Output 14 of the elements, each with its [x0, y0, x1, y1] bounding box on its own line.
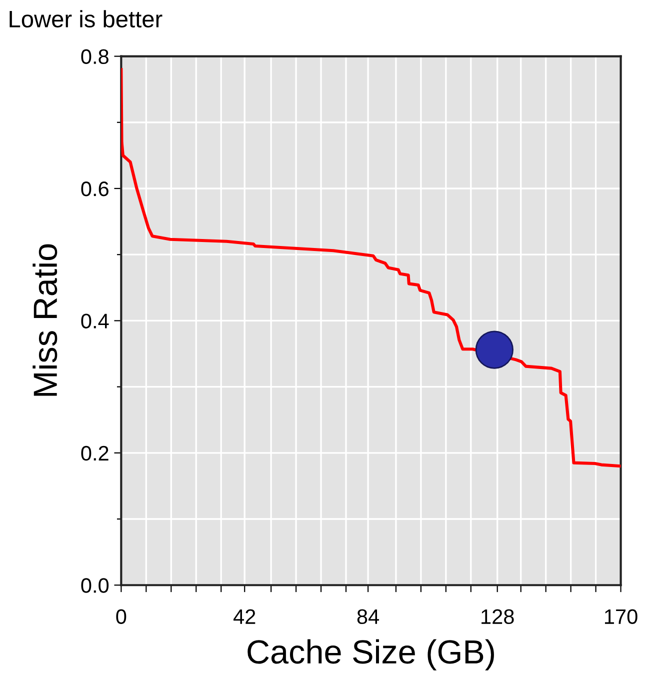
x-tick-label: 84	[357, 609, 380, 624]
x-tick-label: 128	[482, 609, 514, 624]
x-tick-label: 0	[116, 609, 126, 624]
line-series	[121, 68, 621, 468]
y-tick-label: 0.2	[81, 446, 108, 461]
x-axis-title: Cache Size (GB)	[248, 639, 494, 670]
y-tick-label: 0.4	[81, 314, 109, 328]
y-tick-label: 0.8	[81, 49, 108, 64]
chart-title: Lower is better	[10, 10, 162, 28]
x-tick-label: 42	[234, 609, 256, 624]
y-axis-title: Miss Ratio	[32, 244, 58, 396]
y-tick-label: 0.0	[81, 578, 109, 593]
y-tick-label: 0.6	[81, 181, 108, 196]
x-tick-label: 170	[604, 609, 638, 624]
